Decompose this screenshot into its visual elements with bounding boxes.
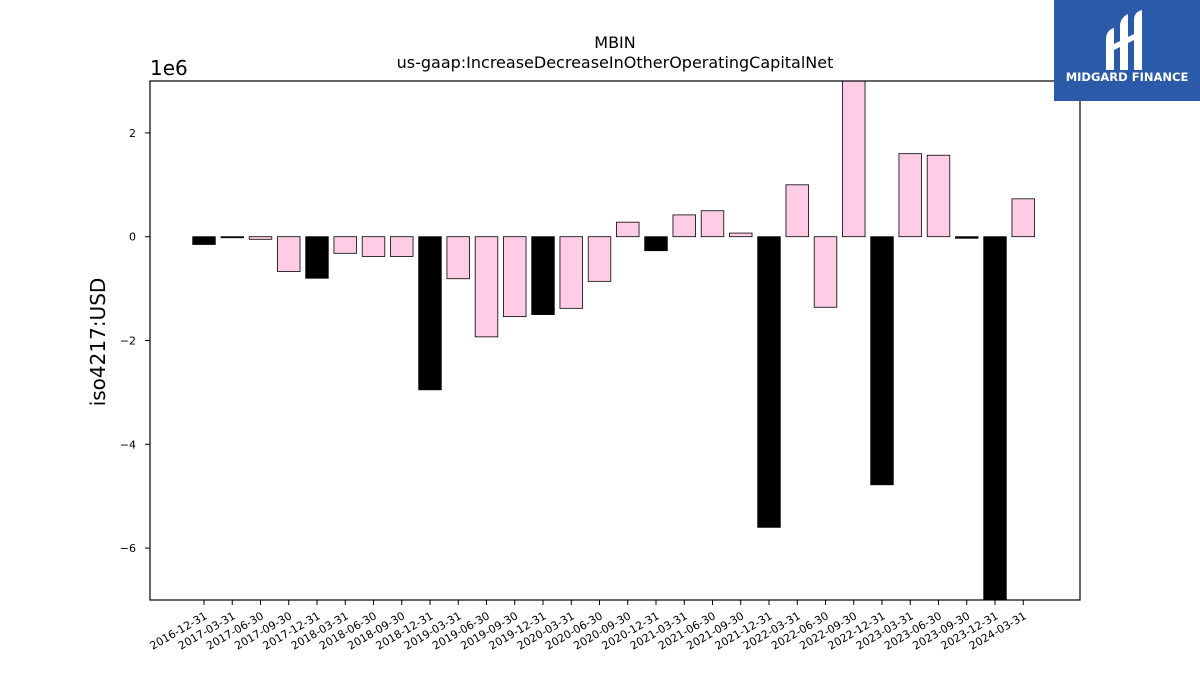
bar-2018-12-31 bbox=[418, 236, 442, 391]
bar-2023-03-31 bbox=[898, 153, 922, 238]
y-tick-label: −4 bbox=[120, 438, 136, 451]
bar-2019-09-30 bbox=[503, 236, 527, 318]
midgard-finance-logo: MIDGARD FINANCE bbox=[1054, 0, 1200, 101]
plot-frame bbox=[149, 80, 1081, 601]
logo-mark-icon bbox=[1106, 10, 1142, 70]
y-tick-label: 2 bbox=[129, 127, 136, 140]
bar-2022-09-30 bbox=[842, 80, 866, 238]
y-axis-label: iso4217:USD bbox=[86, 278, 110, 407]
chart-subtitle: us-gaap:IncreaseDecreaseInOtherOperating… bbox=[397, 53, 834, 72]
chart-title: MBIN bbox=[594, 33, 635, 52]
bar-2017-06-30 bbox=[248, 236, 273, 240]
y-tick-label: −6 bbox=[120, 542, 136, 555]
bar-2018-09-30 bbox=[390, 236, 414, 257]
bar-2019-06-30 bbox=[474, 236, 499, 338]
bar-2022-03-31 bbox=[785, 184, 809, 238]
logo-text: MIDGARD FINANCE bbox=[1066, 70, 1189, 84]
bar-2023-12-31 bbox=[983, 236, 1007, 601]
bar-2016-12-31 bbox=[192, 236, 216, 245]
y-tick-label: −2 bbox=[120, 335, 136, 348]
y-axis-offset-label: 1e6 bbox=[150, 56, 188, 80]
bar-2017-12-31 bbox=[305, 236, 329, 279]
y-tick-label: 0 bbox=[129, 231, 136, 244]
x-ticks-group: 2016-12-312017-03-312017-06-302017-09-30… bbox=[148, 600, 1029, 653]
y-ticks-group: −6 −4 −2 0 2 bbox=[120, 127, 150, 555]
bar-2017-09-30 bbox=[277, 236, 301, 272]
bar-2021-06-30 bbox=[700, 210, 725, 238]
bar-2023-09-30 bbox=[955, 236, 979, 239]
bar-2020-12-31 bbox=[644, 236, 668, 252]
bars-group bbox=[192, 80, 1035, 601]
bar-2021-12-31 bbox=[757, 236, 781, 528]
bar-2020-03-31 bbox=[559, 236, 583, 309]
bar-2022-06-30 bbox=[813, 236, 838, 308]
bar-2020-09-30 bbox=[616, 221, 640, 238]
bar-2023-06-30 bbox=[926, 154, 951, 238]
bar-2019-03-31 bbox=[446, 236, 470, 280]
bar-2022-12-31 bbox=[870, 236, 894, 486]
bar-2021-09-30 bbox=[729, 232, 753, 238]
bar-2018-03-31 bbox=[333, 236, 357, 254]
bar-2019-12-31 bbox=[531, 236, 555, 315]
bar-2021-03-31 bbox=[672, 214, 696, 238]
bar-2020-06-30 bbox=[587, 236, 612, 282]
bar-2017-03-31 bbox=[220, 236, 244, 239]
bar-2018-06-30 bbox=[361, 236, 386, 257]
bar-2024-03-31 bbox=[1011, 198, 1035, 238]
